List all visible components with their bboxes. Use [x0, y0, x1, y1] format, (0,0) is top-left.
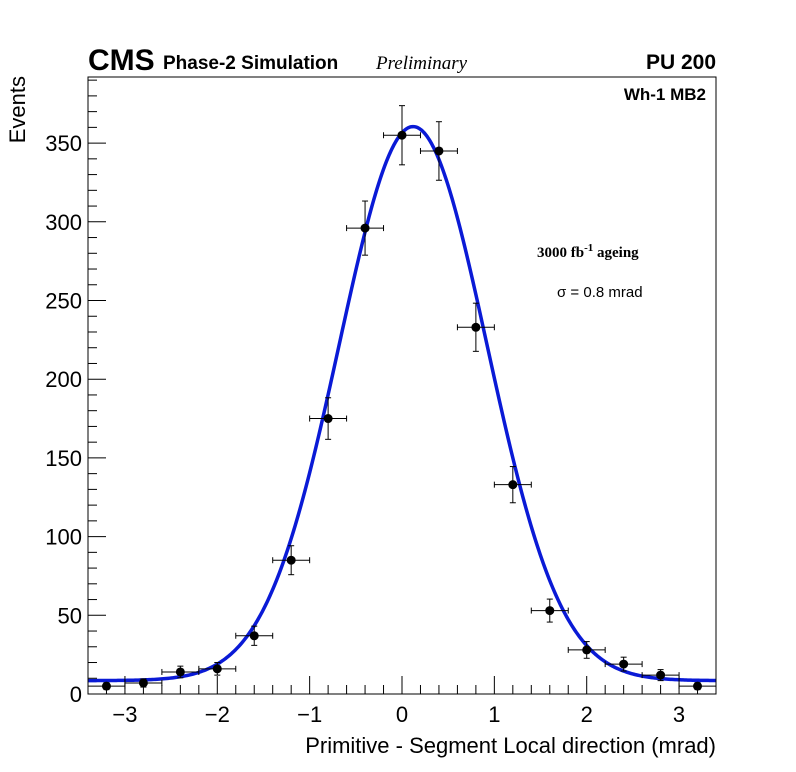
data-point: [161, 665, 200, 679]
data-marker: [212, 664, 222, 674]
plot-frame: [87, 76, 717, 695]
data-marker: [286, 555, 296, 565]
data-marker: [175, 667, 185, 677]
x-tick-label: 2: [581, 702, 593, 727]
ageing-suffix: ageing: [593, 245, 639, 261]
data-marker: [138, 678, 148, 688]
data-points-group: [87, 105, 717, 691]
data-point: [419, 121, 458, 181]
y-tick-label: 300: [45, 210, 82, 235]
data-marker: [360, 223, 370, 233]
y-tick-label: 0: [70, 682, 82, 707]
ageing-exponent: -1: [584, 242, 593, 254]
data-point: [383, 105, 421, 166]
data-marker: [619, 659, 629, 669]
data-marker: [656, 670, 666, 680]
data-point: [641, 669, 680, 682]
ageing-annotation: 3000 fb-1 ageing: [537, 242, 639, 261]
ageing-prefix: 3000 fb: [537, 245, 584, 261]
y-axis-label: Events: [5, 76, 30, 143]
data-point: [456, 302, 495, 352]
data-point: [198, 662, 237, 676]
y-tick-label: 150: [45, 446, 82, 471]
data-marker: [582, 645, 592, 655]
x-tick-label: −3: [112, 702, 137, 727]
data-marker: [434, 146, 444, 156]
data-point: [235, 625, 274, 646]
data-marker: [323, 414, 333, 424]
region-label: Wh-1 MB2: [624, 85, 706, 104]
data-marker: [249, 631, 259, 641]
y-tick-label: 350: [45, 131, 82, 156]
x-tick-label: −1: [297, 702, 322, 727]
x-tick-label: −2: [205, 702, 230, 727]
data-point: [272, 545, 311, 576]
x-tick-label: 1: [488, 702, 500, 727]
x-axis-label: Primitive - Segment Local direction (mra…: [305, 733, 716, 758]
cms-label: CMS: [88, 44, 155, 77]
data-point: [346, 200, 385, 256]
gaussian-fit-line: [87, 124, 717, 683]
data-marker: [545, 606, 555, 616]
data-marker: [471, 322, 481, 332]
y-tick-label: 100: [45, 525, 82, 550]
data-marker: [508, 480, 518, 490]
x-tick-label: 0: [396, 702, 408, 727]
fit-curve-group: [87, 124, 717, 683]
simulation-label: Phase-2 Simulation: [163, 53, 338, 74]
preliminary-label: Preliminary: [375, 53, 468, 74]
data-marker: [397, 130, 407, 140]
pileup-label: PU 200: [646, 51, 716, 74]
y-tick-label: 200: [45, 367, 82, 392]
x-tick-label: 3: [673, 702, 685, 727]
data-point: [530, 598, 569, 623]
y-tick-label: 250: [45, 289, 82, 314]
data-point: [567, 641, 606, 659]
axes-group: −3 −2 −1 0 1 2 3 0 50 100 150 200 250 300 350: [45, 76, 717, 727]
data-point: [604, 656, 643, 672]
y-tick-label: 50: [58, 603, 82, 628]
data-point: [309, 397, 348, 440]
sigma-annotation: σ = 0.8 mrad: [557, 284, 643, 301]
data-point: [493, 466, 532, 504]
